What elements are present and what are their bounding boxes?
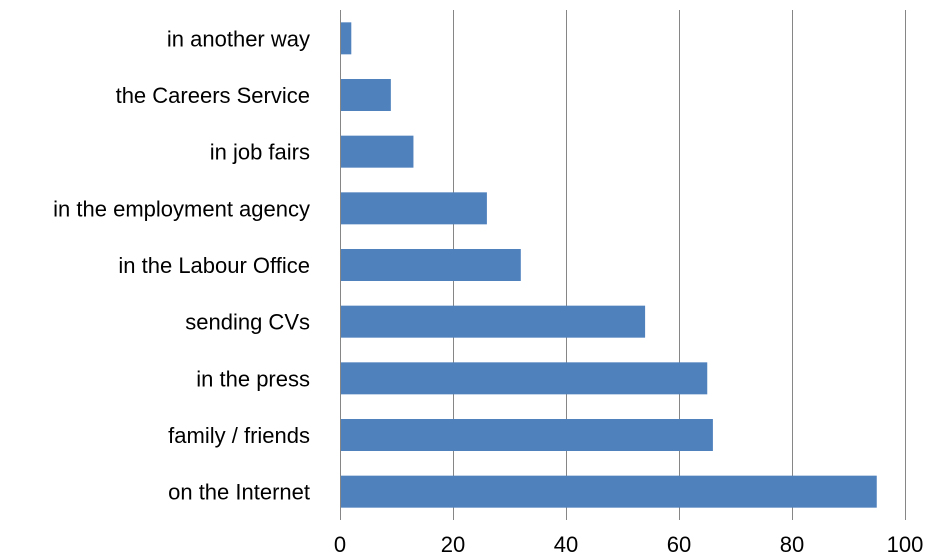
category-label-6: sending CVs xyxy=(185,310,310,335)
category-label-4: in the employment agency xyxy=(53,196,310,221)
bar-4 xyxy=(340,192,487,225)
x-tick-labels: 0 20 40 60 80 100 xyxy=(334,532,924,557)
x-tick-label-0: 0 xyxy=(334,532,346,555)
bar-8 xyxy=(340,419,713,451)
x-tick-label-20: 20 xyxy=(441,532,465,555)
x-tick-label-40: 40 xyxy=(554,532,578,555)
bar-7 xyxy=(340,362,708,395)
category-label-5: in the Labour Office xyxy=(118,253,310,278)
category-label-2: the Careers Service xyxy=(116,83,310,108)
bar-9 xyxy=(340,475,877,508)
category-label-8: family / friends xyxy=(168,423,310,448)
category-label-9: on the Internet xyxy=(168,480,310,505)
bar-6 xyxy=(340,305,646,338)
category-label-7: in the press xyxy=(196,366,310,391)
x-tick-label-60: 60 xyxy=(667,532,691,555)
category-labels: in another way the Careers Service in job … xyxy=(53,26,310,504)
bars xyxy=(340,22,877,508)
x-tick-label-100: 100 xyxy=(887,532,924,555)
bar-2 xyxy=(340,79,391,111)
x-tick-label-80: 80 xyxy=(780,532,804,555)
bar-1 xyxy=(340,22,352,55)
bar-3 xyxy=(340,135,414,168)
bar-5 xyxy=(340,249,521,281)
category-label-3: in job fairs xyxy=(210,140,310,165)
category-label-1: in another way xyxy=(167,26,310,51)
